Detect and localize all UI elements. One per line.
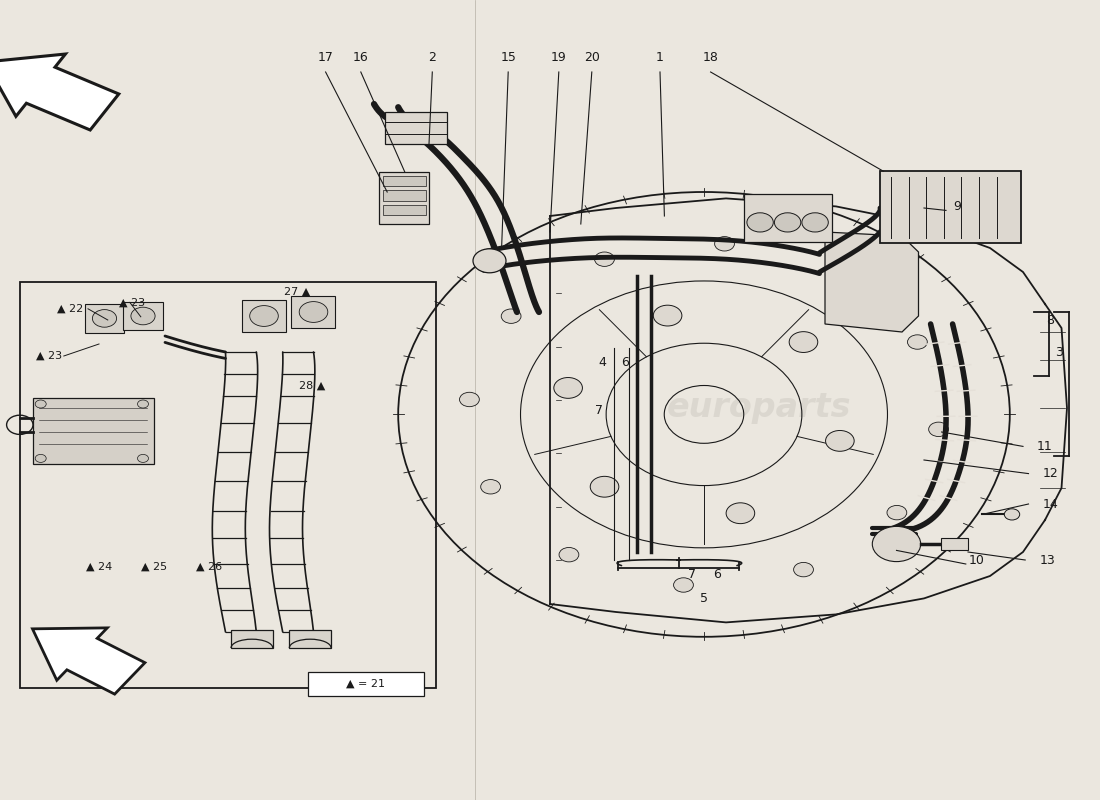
Bar bbox=[289, 630, 331, 648]
Bar bbox=[383, 205, 426, 215]
Bar bbox=[292, 296, 336, 328]
Circle shape bbox=[715, 237, 735, 251]
Text: ▲ 25: ▲ 25 bbox=[141, 562, 167, 571]
Text: 14: 14 bbox=[1043, 498, 1058, 510]
Circle shape bbox=[591, 476, 619, 497]
Circle shape bbox=[35, 400, 46, 408]
Circle shape bbox=[928, 422, 948, 437]
Circle shape bbox=[653, 305, 682, 326]
Text: 10: 10 bbox=[969, 554, 984, 566]
Text: 8: 8 bbox=[1046, 314, 1055, 326]
Bar bbox=[231, 630, 273, 648]
Circle shape bbox=[802, 213, 828, 232]
Circle shape bbox=[131, 307, 155, 325]
Text: ▲ 23: ▲ 23 bbox=[36, 351, 63, 361]
Circle shape bbox=[553, 378, 582, 398]
Polygon shape bbox=[825, 232, 918, 332]
Circle shape bbox=[774, 213, 801, 232]
Text: 12: 12 bbox=[1043, 467, 1058, 480]
Circle shape bbox=[829, 267, 849, 282]
Text: 27 ▲: 27 ▲ bbox=[284, 286, 310, 296]
Text: 17: 17 bbox=[318, 51, 333, 64]
Text: 9: 9 bbox=[953, 200, 961, 213]
Circle shape bbox=[473, 249, 506, 273]
Circle shape bbox=[1004, 509, 1020, 520]
Bar bbox=[880, 171, 1021, 243]
Text: 4: 4 bbox=[598, 356, 607, 369]
Text: 16: 16 bbox=[353, 51, 369, 64]
Circle shape bbox=[138, 454, 148, 462]
Circle shape bbox=[481, 479, 500, 494]
Text: 13: 13 bbox=[1040, 554, 1055, 566]
Text: 6: 6 bbox=[713, 568, 722, 581]
Text: 7: 7 bbox=[688, 568, 696, 581]
Bar bbox=[123, 302, 163, 330]
Text: 11: 11 bbox=[1037, 440, 1053, 453]
Bar bbox=[383, 176, 426, 186]
Bar bbox=[33, 398, 154, 464]
Text: ▲ 22: ▲ 22 bbox=[57, 304, 84, 314]
Text: 28 ▲: 28 ▲ bbox=[299, 381, 326, 390]
Text: 20: 20 bbox=[584, 51, 600, 64]
Polygon shape bbox=[0, 54, 119, 130]
Circle shape bbox=[299, 302, 328, 322]
Circle shape bbox=[502, 309, 521, 323]
Circle shape bbox=[826, 430, 855, 451]
Text: 15: 15 bbox=[500, 51, 516, 64]
Text: 5: 5 bbox=[700, 592, 708, 605]
Circle shape bbox=[747, 213, 773, 232]
Bar bbox=[940, 538, 968, 550]
Circle shape bbox=[92, 310, 117, 327]
Circle shape bbox=[872, 526, 921, 562]
Text: ▲ 26: ▲ 26 bbox=[196, 562, 222, 571]
Text: ▲ 23: ▲ 23 bbox=[119, 298, 145, 307]
Circle shape bbox=[726, 503, 755, 524]
Circle shape bbox=[908, 335, 927, 350]
Text: europarts: europarts bbox=[667, 391, 851, 425]
Circle shape bbox=[35, 454, 46, 462]
Text: ▲ 24: ▲ 24 bbox=[86, 562, 112, 571]
Circle shape bbox=[595, 252, 615, 266]
Bar bbox=[383, 190, 426, 201]
Circle shape bbox=[673, 578, 693, 592]
FancyBboxPatch shape bbox=[308, 672, 424, 696]
Bar bbox=[744, 194, 832, 242]
Text: 7: 7 bbox=[595, 404, 604, 417]
Circle shape bbox=[250, 306, 278, 326]
Bar bbox=[85, 304, 124, 333]
Circle shape bbox=[789, 332, 817, 353]
Bar bbox=[242, 300, 286, 332]
Bar bbox=[379, 172, 429, 224]
Polygon shape bbox=[33, 628, 145, 694]
Text: 18: 18 bbox=[703, 51, 718, 64]
Bar bbox=[385, 112, 447, 144]
Circle shape bbox=[460, 392, 480, 406]
Text: 3: 3 bbox=[1055, 346, 1064, 358]
Text: 19: 19 bbox=[551, 51, 566, 64]
Circle shape bbox=[887, 506, 906, 520]
Text: 1: 1 bbox=[656, 51, 664, 64]
Circle shape bbox=[793, 562, 813, 577]
Bar bbox=[20, 282, 436, 688]
Circle shape bbox=[138, 400, 148, 408]
Circle shape bbox=[559, 547, 579, 562]
Text: ▲ = 21: ▲ = 21 bbox=[345, 679, 385, 689]
Text: 6: 6 bbox=[620, 356, 629, 369]
Text: 2: 2 bbox=[428, 51, 437, 64]
